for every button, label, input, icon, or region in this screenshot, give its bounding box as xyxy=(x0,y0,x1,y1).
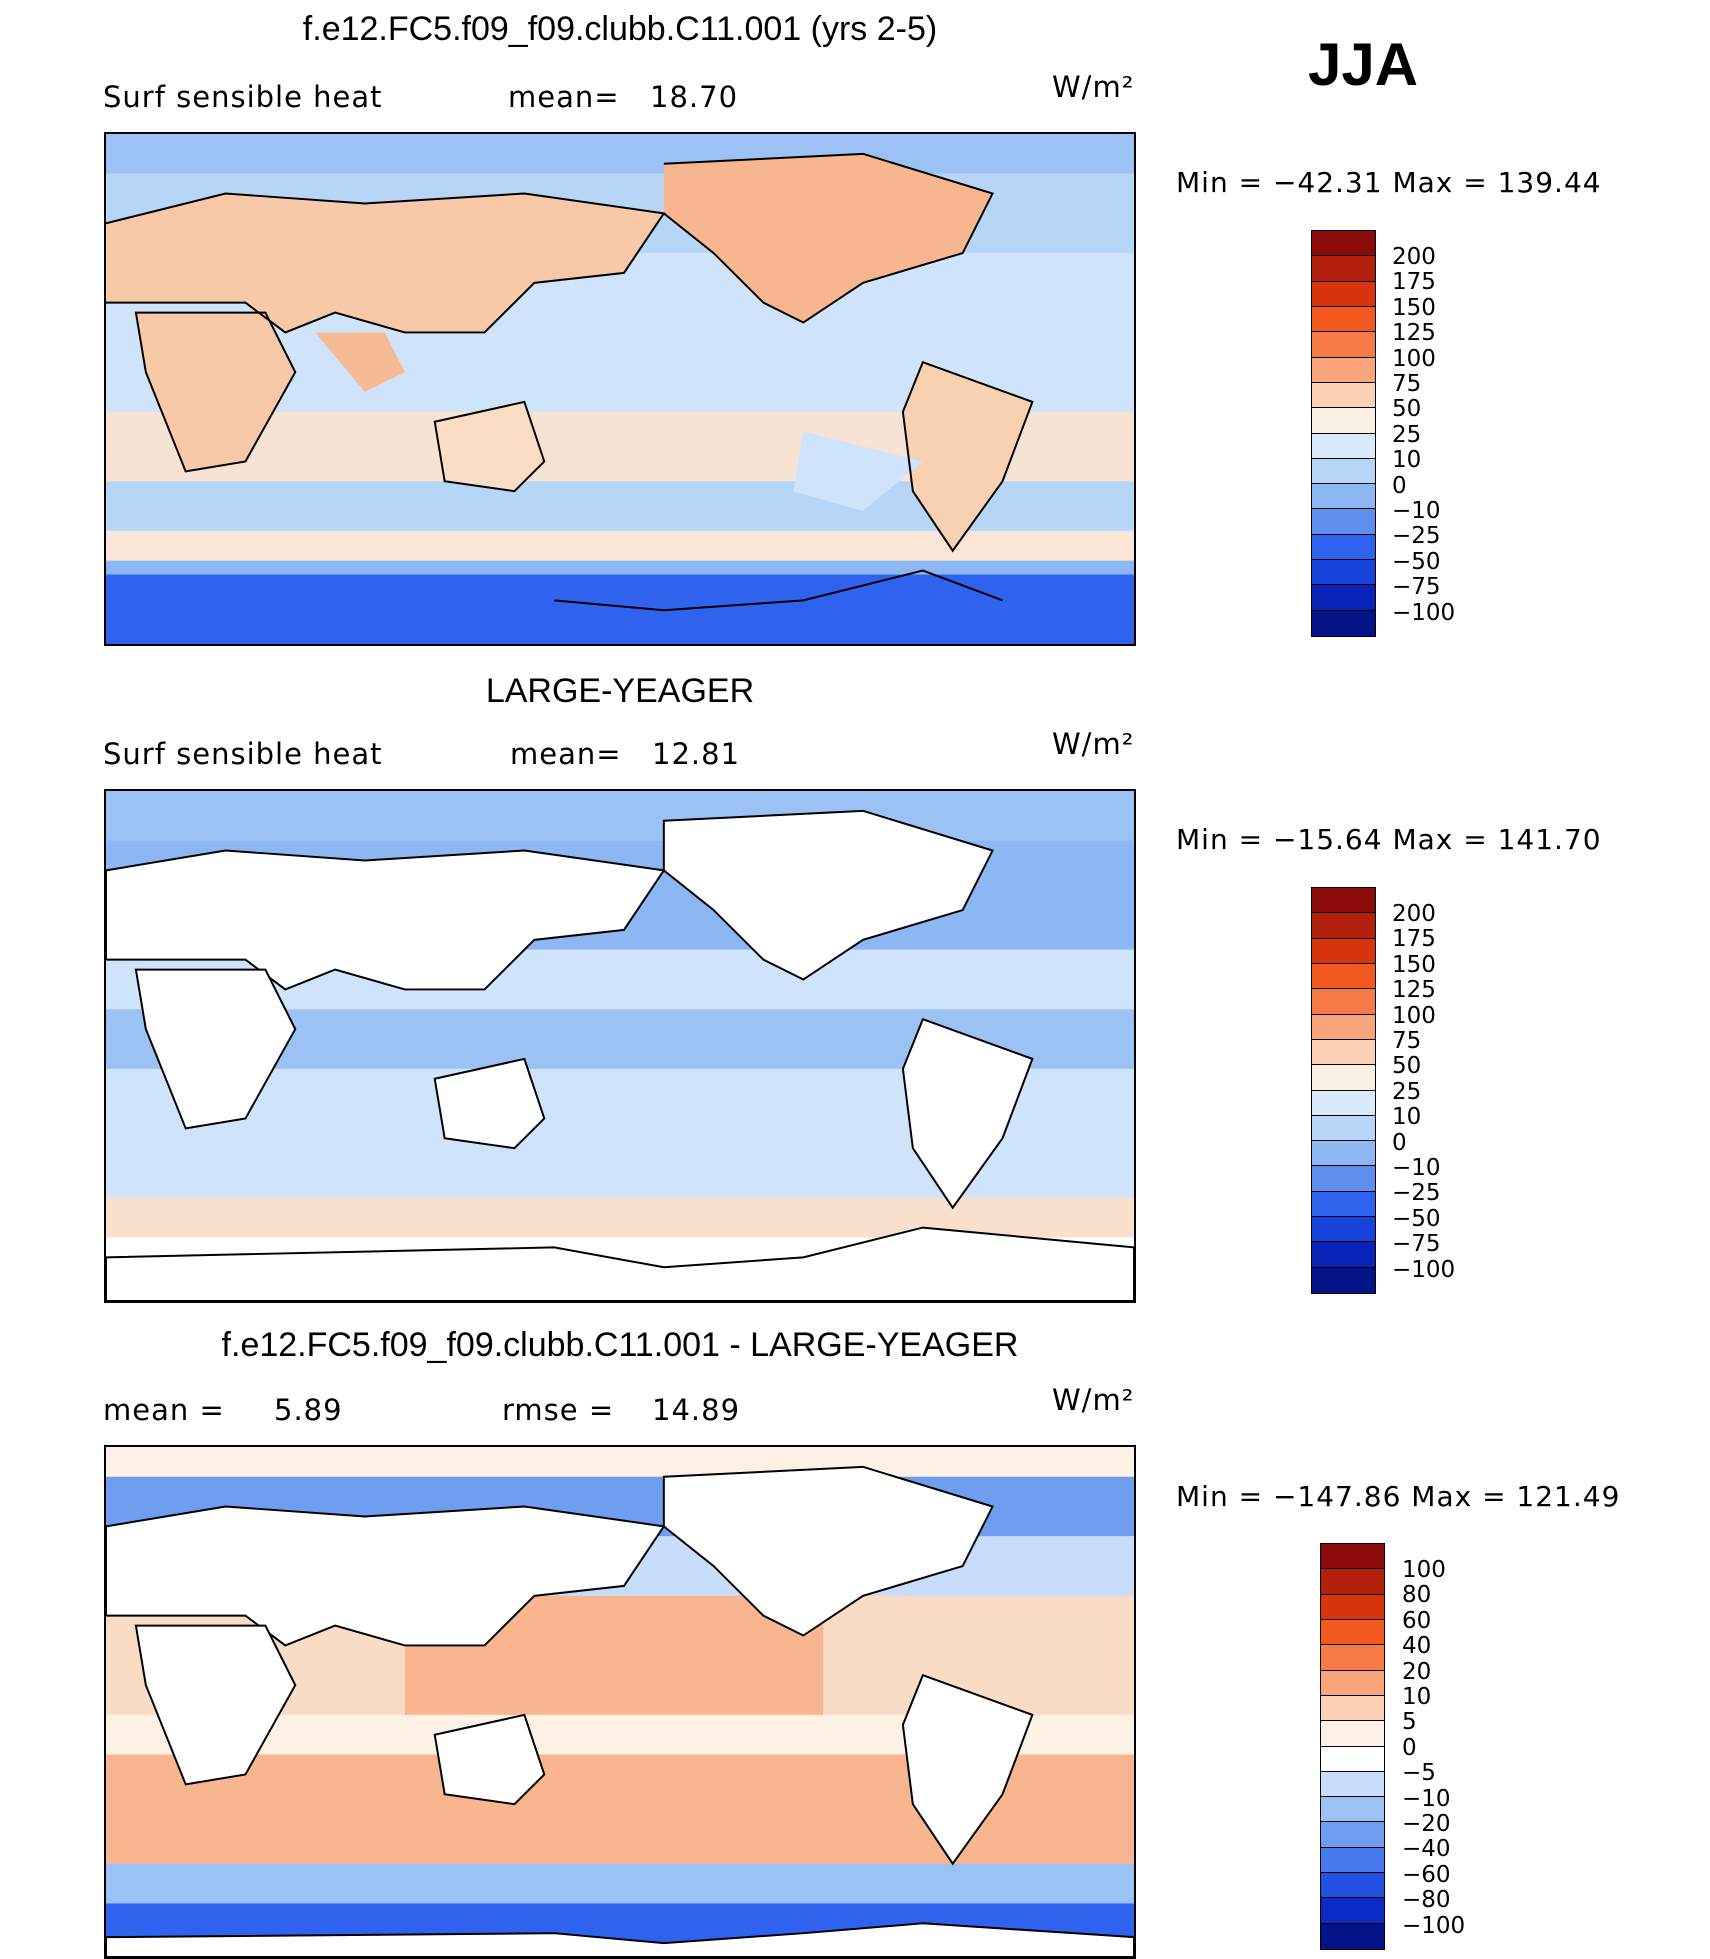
colorbar-tick: 40 xyxy=(1402,1633,1432,1660)
panel-3-colorbar xyxy=(1320,1543,1385,1950)
panel-3-mean-label: mean = xyxy=(103,1393,225,1427)
season-label: JJA xyxy=(1308,31,1419,98)
panel-1-title: f.e12.FC5.f09_f09.clubb.C11.001 (yrs 2-5… xyxy=(302,10,938,48)
colorbar-tick: 25 xyxy=(1392,421,1422,448)
panel-2-mean-value: 12.81 xyxy=(652,737,741,771)
colorbar-tick: −5 xyxy=(1402,1760,1436,1787)
colorbar-tick: 5 xyxy=(1402,1709,1417,1736)
colorbar-tick: 50 xyxy=(1392,396,1422,423)
colorbar-tick: 60 xyxy=(1402,1607,1432,1634)
colorbar-tick: 150 xyxy=(1392,951,1436,978)
panel-1-min-max: Min = −42.31 Max = 139.44 xyxy=(1176,166,1602,199)
panel-1-mean-label: mean= xyxy=(508,80,620,114)
colorbar-tick: 0 xyxy=(1392,472,1407,499)
colorbar-tick: −40 xyxy=(1402,1836,1451,1863)
panel-3-title: f.e12.FC5.f09_f09.clubb.C11.001 - LARGE-… xyxy=(221,1326,1019,1364)
colorbar-tick: 10 xyxy=(1402,1684,1432,1711)
panel-2-colorbar xyxy=(1311,887,1376,1294)
colorbar-tick: 10 xyxy=(1392,447,1422,474)
panel-2-colorbar-labels: 200 175 150 125 100 75 50 25 10 0 −10 −2… xyxy=(1392,901,1456,1283)
colorbar-tick: −80 xyxy=(1402,1887,1451,1914)
panel-3-map xyxy=(104,1445,1136,1959)
colorbar-tick: −20 xyxy=(1402,1811,1451,1838)
colorbar-tick: −75 xyxy=(1392,574,1441,601)
colorbar-tick: 10 xyxy=(1392,1104,1422,1131)
colorbar-tick: 100 xyxy=(1392,345,1436,372)
colorbar-tick: −100 xyxy=(1402,1912,1466,1939)
panel-1-colorbar-labels: 200 175 150 125 100 75 50 25 10 0 −10 −2… xyxy=(1392,244,1456,626)
colorbar-tick: 125 xyxy=(1392,977,1436,1004)
panel-1-colorbar xyxy=(1311,230,1376,637)
colorbar-tick: 0 xyxy=(1392,1129,1407,1156)
colorbar-tick: −100 xyxy=(1392,1256,1456,1283)
colorbar-tick: 200 xyxy=(1392,901,1436,927)
colorbar-tick: 0 xyxy=(1402,1734,1417,1761)
panel-3-mean-value: 5.89 xyxy=(274,1393,343,1427)
colorbar-tick: 80 xyxy=(1402,1582,1432,1609)
panel-2-units: W/m² xyxy=(1052,727,1135,761)
colorbar-tick: 75 xyxy=(1392,371,1422,398)
panel-3-rmse-value: 14.89 xyxy=(652,1393,741,1427)
colorbar-tick: −10 xyxy=(1392,498,1441,525)
colorbar-tick: −50 xyxy=(1392,1205,1441,1232)
colorbar-tick: −10 xyxy=(1392,1155,1441,1182)
panel-3-units: W/m² xyxy=(1052,1383,1135,1417)
colorbar-tick: −25 xyxy=(1392,1180,1441,1207)
colorbar-tick: 100 xyxy=(1392,1002,1436,1029)
colorbar-tick: 175 xyxy=(1392,926,1436,953)
colorbar-tick: 100 xyxy=(1402,1557,1446,1583)
panel-3-rmse-label: rmse = xyxy=(502,1393,615,1427)
colorbar-tick: 50 xyxy=(1392,1053,1422,1080)
colorbar-tick: −10 xyxy=(1402,1785,1451,1812)
colorbar-tick: −60 xyxy=(1402,1861,1451,1888)
panel-3-min-max: Min = −147.86 Max = 121.49 xyxy=(1176,1480,1621,1513)
panel-2-title: LARGE-YEAGER xyxy=(485,672,755,710)
colorbar-tick: 20 xyxy=(1402,1658,1432,1685)
colorbar-tick: −75 xyxy=(1392,1231,1441,1258)
colorbar-tick: 125 xyxy=(1392,320,1436,347)
panel-2-mean-label: mean= xyxy=(510,737,622,771)
panel-2-map xyxy=(104,789,1136,1303)
colorbar-tick: 150 xyxy=(1392,294,1436,321)
colorbar-tick: −100 xyxy=(1392,599,1456,626)
panel-2-variable-label: Surf sensible heat xyxy=(103,737,383,771)
panel-1-map xyxy=(104,132,1136,646)
colorbar-tick: −50 xyxy=(1392,548,1441,575)
colorbar-tick: 75 xyxy=(1392,1028,1422,1055)
panel-2-min-max: Min = −15.64 Max = 141.70 xyxy=(1176,823,1602,856)
panel-3-colorbar-labels: 100 80 60 40 20 10 5 0 −5 −10 −20 −40 −6… xyxy=(1402,1557,1466,1939)
panel-1-variable-label: Surf sensible heat xyxy=(103,80,383,114)
colorbar-tick: −25 xyxy=(1392,523,1441,550)
colorbar-tick: 25 xyxy=(1392,1078,1422,1105)
panel-1-mean-value: 18.70 xyxy=(650,80,739,114)
colorbar-tick: 175 xyxy=(1392,269,1436,296)
panel-1-units: W/m² xyxy=(1052,70,1135,104)
colorbar-tick: 200 xyxy=(1392,244,1436,270)
